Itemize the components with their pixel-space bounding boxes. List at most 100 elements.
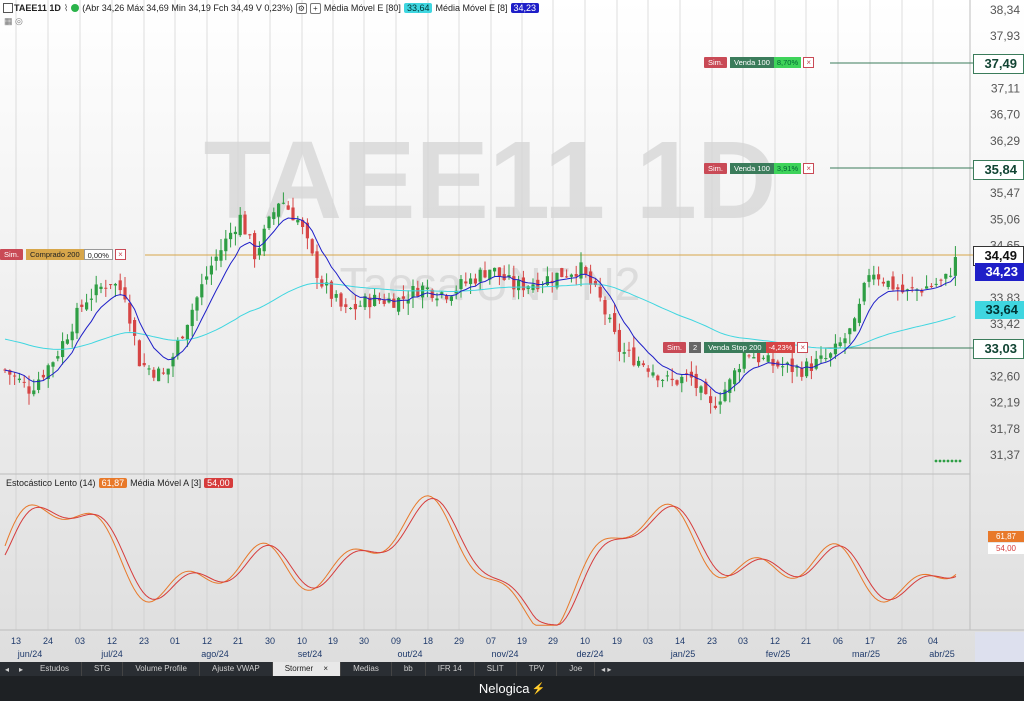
candle-body xyxy=(565,276,569,278)
candle-body xyxy=(425,287,429,290)
signal-dot xyxy=(938,459,942,463)
candle-body xyxy=(406,299,410,304)
tab-volume-profile[interactable]: Volume Profile xyxy=(123,662,200,676)
candle-body xyxy=(205,276,209,280)
tab-scroll-icon[interactable]: ◂ ▸ xyxy=(601,664,612,674)
candle-body xyxy=(632,347,636,366)
close-icon[interactable]: × xyxy=(114,249,126,260)
candle-body xyxy=(867,275,871,282)
month-tick-label: fev/25 xyxy=(766,649,791,659)
date-tick-label: 17 xyxy=(865,636,875,646)
sim-button[interactable]: Sim. xyxy=(704,57,727,68)
settings-icon[interactable]: ⚙ xyxy=(295,2,307,14)
candle-body xyxy=(209,265,213,275)
tab-stg[interactable]: STG xyxy=(82,662,124,676)
tab-ajuste-vwap[interactable]: Ajuste VWAP xyxy=(200,662,273,676)
order-bought[interactable]: Sim. Comprado 200 0,00% × xyxy=(0,249,126,260)
price-tick-label: 38,34 xyxy=(990,3,1020,17)
signal-dot xyxy=(934,459,938,463)
stochastic-d-line xyxy=(4,498,957,626)
sim-button[interactable]: Sim. xyxy=(0,249,23,260)
ma-8-line xyxy=(4,217,956,395)
tab-bb[interactable]: bb xyxy=(392,662,426,676)
tab-medias[interactable]: Medias xyxy=(341,662,392,676)
study-tabs[interactable]: ◂ ▸ Estudos STG Volume Profile Ajuste VW… xyxy=(0,662,1024,676)
date-tick-label: 24 xyxy=(43,636,53,646)
ma8-value: 34,23 xyxy=(510,3,540,13)
candle-body xyxy=(89,298,93,300)
candle-body xyxy=(646,368,650,372)
tab-tpv[interactable]: TPV xyxy=(517,662,558,676)
candle-body xyxy=(665,375,669,377)
tab-next-icon[interactable]: ▸ xyxy=(19,664,24,674)
close-icon[interactable]: × xyxy=(797,342,809,353)
order-sell2[interactable]: Sim. Venda 100 3,91% × xyxy=(704,163,815,174)
candle-body xyxy=(181,336,185,339)
candle-body xyxy=(27,386,31,394)
time-axis[interactable]: 13 24 03 12 23 01 12 21 30 10 19 30 09 18 29 07 19 29 10 19… xyxy=(11,636,955,659)
tab-slit[interactable]: SLIT xyxy=(475,662,517,676)
signal-dot xyxy=(942,459,946,463)
candle-body xyxy=(51,362,55,367)
sim-button[interactable]: Sim. xyxy=(663,342,686,353)
price-chart[interactable]: TAEE11 1D Taesa UNT N2 38,3437,9337,5237… xyxy=(0,0,1024,662)
date-tick-label: 12 xyxy=(770,636,780,646)
month-tick-label: jun/24 xyxy=(17,649,43,659)
candle-body xyxy=(128,302,132,324)
candle-body xyxy=(195,297,199,311)
close-icon[interactable]: × xyxy=(803,57,815,68)
candle-body xyxy=(521,277,525,291)
candle-body xyxy=(781,366,785,368)
candle-body xyxy=(545,276,549,286)
candle-body xyxy=(315,251,319,278)
candle-body xyxy=(800,368,804,377)
month-tick-label: jul/24 xyxy=(100,649,123,659)
date-tick-label: 10 xyxy=(297,636,307,646)
candle-body xyxy=(310,239,314,254)
tab-joe[interactable]: Joe xyxy=(557,662,596,676)
candle-body xyxy=(728,379,732,393)
candle-body xyxy=(267,216,271,229)
candle-body xyxy=(704,381,708,395)
wave-icon[interactable]: ⌇ xyxy=(63,2,69,13)
close-icon[interactable]: × xyxy=(803,163,815,174)
candle-body xyxy=(872,274,876,280)
signal-dots xyxy=(934,459,962,463)
price-tick-label: 37,11 xyxy=(991,82,1020,96)
sim-button[interactable]: Sim. xyxy=(704,163,727,174)
candle-body xyxy=(152,369,156,378)
price-tick-label: 32,60 xyxy=(990,369,1020,383)
candle-body xyxy=(901,284,905,293)
order-sell1[interactable]: Sim. Venda 100 8,70% × xyxy=(704,57,815,68)
candle-body xyxy=(224,238,228,252)
close-icon[interactable]: × xyxy=(323,664,329,673)
candle-body xyxy=(157,368,161,382)
signal-dot xyxy=(954,459,958,463)
date-tick-label: 29 xyxy=(454,636,464,646)
date-tick-label: 01 xyxy=(170,636,180,646)
candle-body xyxy=(435,298,439,301)
candle-body xyxy=(771,358,775,366)
tab-prev-icon[interactable]: ◂ xyxy=(5,664,10,674)
candle-body xyxy=(65,339,69,344)
tab-ifr14[interactable]: IFR 14 xyxy=(426,662,475,676)
candle-body xyxy=(877,274,881,280)
candle-body xyxy=(843,338,847,344)
price-tick-label: 31,37 xyxy=(990,448,1020,462)
tab-stormer[interactable]: Stormer × xyxy=(272,662,342,676)
candle-body xyxy=(262,228,266,252)
candle-body xyxy=(94,284,98,296)
candle-body xyxy=(344,304,348,308)
tab-estudos[interactable]: Estudos xyxy=(28,662,82,676)
candle-body xyxy=(392,298,396,308)
candle-body xyxy=(829,353,833,358)
candle-body xyxy=(752,357,756,359)
candle-body xyxy=(142,363,146,366)
candle-body xyxy=(464,281,468,284)
order-stop[interactable]: Sim. 2 Venda Stop 200 -4,23% × xyxy=(663,342,809,353)
candle-body xyxy=(3,369,7,371)
add-indicator-button[interactable]: + xyxy=(309,2,321,14)
candle-body xyxy=(440,292,444,295)
toolbar-icons[interactable]: ▦ ◎ xyxy=(4,16,23,26)
candle-body xyxy=(857,303,861,323)
